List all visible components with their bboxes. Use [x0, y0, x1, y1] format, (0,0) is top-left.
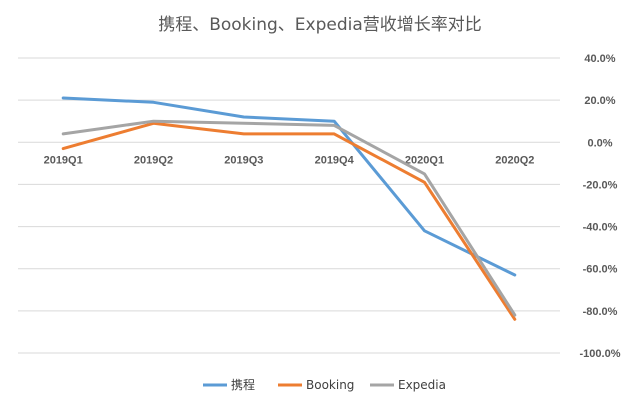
legend-label: Booking: [306, 378, 354, 392]
legend-label: Expedia: [398, 378, 446, 392]
chart-title: 携程、Booking、Expedia营收增长率对比: [158, 15, 482, 35]
x-tick-label: 2020Q1: [405, 154, 444, 166]
x-tick-label: 2019Q1: [44, 154, 83, 166]
x-axis-ticks: 2019Q1 2019Q2 2019Q3 2019Q4 2020Q1 2020Q2: [44, 154, 535, 166]
y-tick-label: -40.0%: [583, 222, 618, 234]
x-tick-label: 2019Q4: [315, 154, 355, 166]
x-tick-label: 2019Q2: [134, 154, 173, 166]
y-axis-ticks: 40.0% 20.0% 0.0% -20.0% -40.0% -60.0% -80.0% -1…: [580, 53, 621, 360]
series-line: [61, 96, 517, 277]
y-tick-label: 20.0%: [584, 95, 615, 107]
series-lines: [61, 96, 517, 321]
y-tick-label: -100.0%: [580, 348, 621, 360]
x-tick-label: 2019Q3: [224, 154, 263, 166]
series-line: [61, 119, 517, 317]
series-line: [61, 121, 517, 321]
legend-label: 携程: [231, 377, 255, 392]
gridlines: [18, 57, 560, 354]
y-tick-label: -60.0%: [583, 264, 618, 276]
y-tick-label: 0.0%: [587, 137, 612, 149]
y-tick-label: -20.0%: [583, 179, 618, 191]
y-tick-label: -80.0%: [583, 306, 618, 318]
legend: 携程 Booking Expedia: [203, 377, 446, 392]
x-tick-label: 2020Q2: [495, 154, 534, 166]
y-tick-label: 40.0%: [584, 53, 615, 65]
